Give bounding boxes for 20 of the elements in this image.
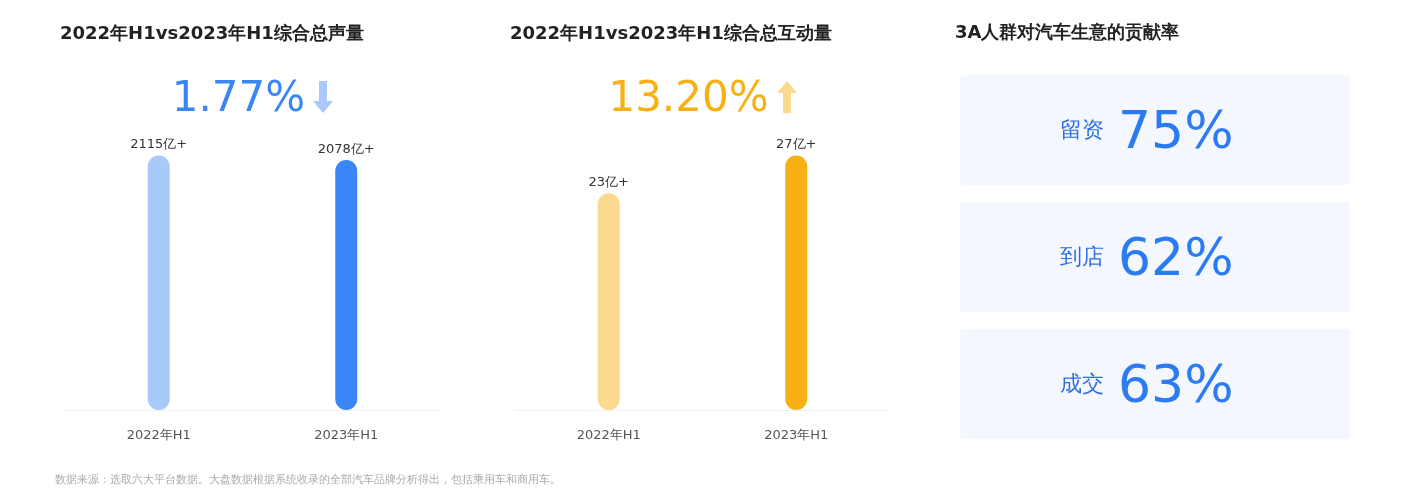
text: 13.20% [608,72,769,121]
text: 3A人群对汽车生意的贡献率 [955,20,1180,44]
data-label: 23亿+ [588,174,629,190]
category-label: 留资 [1060,116,1104,144]
category-label: 到店 [1060,243,1104,271]
x-tick-label: 2022年H1 [576,427,641,442]
x-tick-label: 2023年H1 [764,427,829,442]
text: 75% [1118,100,1234,160]
text: 62% [1118,227,1234,287]
x-tick-label: 2022年H1 [126,427,191,442]
chart-title: 2022年H1vs2023年H1综合总声量 [60,21,364,43]
category-label: 成交 [1060,370,1104,398]
source-note: 数据来源：选取六大平台数据。大盘数据根据系统收录的全部汽车品牌分析得出，包括乘用车和商用车。 [55,472,561,487]
text: 1.77% [171,72,306,121]
chart-title: 2022年H1vs2023年H1综合总互动量 [510,21,832,43]
data-label: 2078亿+ [317,140,375,156]
text: 63% [1118,354,1234,414]
x-tick-label: 2023年H1 [314,427,379,442]
data-label: 2115亿+ [130,136,188,152]
data-label: 27亿+ [776,136,817,152]
